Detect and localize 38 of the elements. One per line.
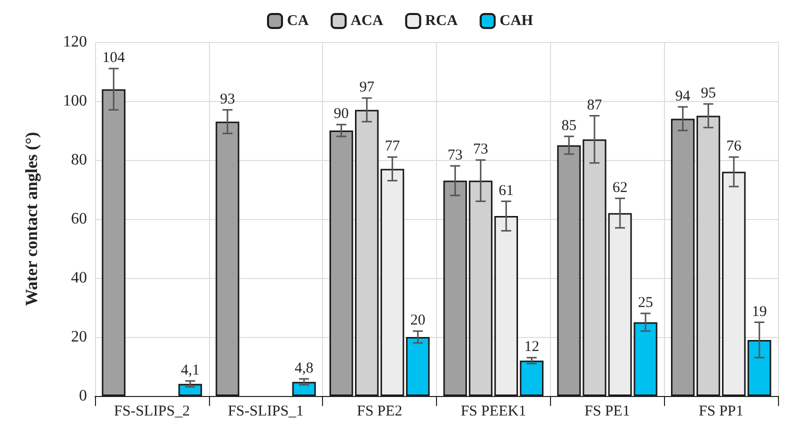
y-tick-label: 80 [71, 152, 87, 168]
x-tick-label: FS-SLIPS_1 [228, 404, 304, 420]
legend-label: RCA [425, 13, 458, 29]
y-tick-label: 0 [79, 388, 87, 404]
data-label: 93 [220, 91, 235, 108]
data-label: 73 [448, 147, 463, 164]
data-label: 20 [410, 312, 426, 329]
data-label: 87 [586, 97, 602, 114]
x-tick-label: FS PE2 [356, 404, 402, 420]
data-label: 12 [524, 339, 540, 356]
data-label: 104 [102, 50, 126, 66]
legend-label: CAH [500, 13, 534, 29]
data-label: 62 [612, 180, 628, 196]
x-tick-label: FS-SLIPS_2 [114, 404, 190, 420]
data-label: 77 [384, 138, 400, 155]
legend-label: CA [287, 13, 309, 29]
data-label: 90 [334, 106, 349, 122]
data-label: 95 [700, 85, 716, 102]
y-tick-label: 60 [71, 210, 87, 228]
y-tick-label: 120 [63, 34, 87, 50]
data-label: 76 [726, 138, 742, 155]
data-label: 61 [498, 182, 514, 199]
x-tick-label: FS PP1 [698, 404, 744, 420]
y-tick-label: 20 [71, 328, 87, 346]
data-label: 73 [473, 142, 488, 158]
y-tick-label: 100 [63, 92, 87, 110]
data-label: 85 [561, 118, 576, 134]
x-tick-label: FS PEEK1 [460, 404, 526, 420]
y-tick-label: 40 [71, 270, 87, 286]
data-label: 4,8 [294, 360, 314, 376]
x-tick-label: FS PE1 [584, 404, 630, 420]
data-label: 19 [752, 304, 767, 320]
data-label: 4,1 [180, 362, 200, 378]
data-label: 25 [638, 294, 654, 311]
data-label: 97 [359, 80, 375, 96]
data-label: 94 [675, 88, 691, 104]
legend-label: ACA [350, 13, 384, 29]
y-axis-title: Water contact angles (°) [22, 132, 41, 306]
